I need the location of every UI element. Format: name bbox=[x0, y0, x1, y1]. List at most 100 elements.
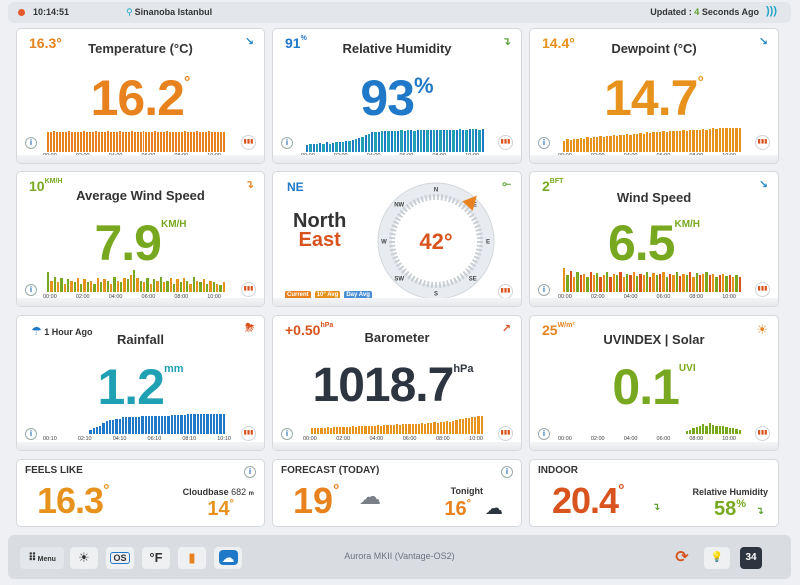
rain-cloud-icon: ☁ bbox=[359, 484, 381, 509]
chart-bar bbox=[606, 272, 609, 292]
chart-bar bbox=[167, 415, 170, 434]
info-icon[interactable]: i bbox=[281, 137, 293, 149]
bottom-toolbar: ⠿ Menu ☀ OS °F ▮ ☁ Aurora MKII (Vantage-… bbox=[8, 535, 791, 579]
chart-icon[interactable]: ▮▮▮ bbox=[241, 135, 256, 150]
chart-bar bbox=[164, 415, 167, 434]
chart-bar bbox=[599, 276, 602, 292]
info-icon[interactable]: i bbox=[25, 284, 37, 296]
chart-bar bbox=[361, 136, 364, 152]
chart-bar bbox=[698, 129, 702, 152]
dewpoint-card[interactable]: 14.4° ↘ Dewpoint (°C) 14.7° 00:0002:0004… bbox=[529, 28, 779, 164]
chart-bar bbox=[119, 282, 123, 292]
chart-bar bbox=[190, 414, 193, 434]
compass-label: E bbox=[486, 240, 490, 246]
temperature-card[interactable]: 16.3° ↘ Temperature (°C) 16.2° 00:0002:0… bbox=[16, 28, 265, 164]
chart-icon[interactable]: ▮▮▮ bbox=[241, 426, 256, 441]
menu-button[interactable]: ⠿ Menu bbox=[20, 547, 64, 569]
info-icon[interactable]: i bbox=[538, 137, 550, 149]
chart-icon[interactable]: ▮▮▮ bbox=[755, 282, 770, 297]
feels-like-card[interactable]: FEELS LIKE i 16.3° Cloudbase 682 m 14° bbox=[16, 459, 265, 527]
chart-bar bbox=[348, 140, 351, 152]
info-icon[interactable]: i bbox=[538, 284, 550, 296]
rainfall-card[interactable]: ☂ 1 Hour Ago ⛈ Rainfall 1.2mm 00:10 02:10… bbox=[16, 315, 265, 451]
info-icon[interactable]: i bbox=[501, 466, 513, 478]
chart-bar bbox=[449, 129, 452, 152]
chart-bar bbox=[133, 269, 136, 292]
chart-icon[interactable]: ▮▮▮ bbox=[241, 282, 256, 297]
indoor-card[interactable]: INDOOR 20.4° ↴ Relative Humidity 58% ↴ bbox=[529, 459, 779, 527]
temperature-chart bbox=[47, 124, 226, 152]
wind-speed-card[interactable]: 2BFT ↘ Wind Speed 6.5KM/H 00:00 02:00 04:0… bbox=[529, 171, 779, 307]
chart-icon[interactable]: ▮▮▮ bbox=[498, 426, 513, 441]
chart-bar bbox=[109, 131, 112, 152]
pressure-change: +0.50hPa bbox=[285, 322, 334, 338]
chart-bar bbox=[659, 131, 662, 152]
dewpoint-corner: 14.4° bbox=[542, 35, 575, 51]
chart-bar bbox=[166, 280, 169, 292]
chart-ticks: 00:00 02:00 04:00 06:00 08:00 10:00 bbox=[558, 436, 736, 442]
chart-bar bbox=[619, 272, 622, 292]
chart-bar bbox=[735, 127, 738, 152]
compass-card[interactable]: NE ⟜ North East NNEESESSWWNW 42° Current… bbox=[272, 171, 522, 307]
indoor-rh-label: Relative Humidity bbox=[692, 487, 768, 497]
compass-label: NW bbox=[394, 203, 404, 209]
chart-icon[interactable]: ▮▮▮ bbox=[498, 135, 513, 150]
chart-icon[interactable]: ▮▮▮ bbox=[755, 135, 770, 150]
chart-bar bbox=[100, 282, 103, 292]
rain-last: ☂ 1 Hour Ago bbox=[31, 324, 92, 338]
tick-label: 04:00 bbox=[108, 294, 123, 300]
chart-bar bbox=[172, 132, 175, 152]
chart-bar bbox=[609, 136, 612, 152]
chart-bar bbox=[475, 129, 478, 152]
chart-icon[interactable]: ▮▮▮ bbox=[498, 284, 513, 299]
chart-bar bbox=[95, 427, 98, 434]
tick-label: 10:10 bbox=[217, 436, 231, 442]
theme-toggle[interactable]: ☀ bbox=[70, 547, 98, 569]
barometer-card[interactable]: +0.50hPa ↗ Barometer 1018.7hPa 00:00 02:0… bbox=[272, 315, 522, 451]
chart-bar bbox=[642, 133, 645, 152]
chart-bar bbox=[134, 416, 137, 434]
tick-label: 02:00 bbox=[75, 294, 90, 300]
chart-bar bbox=[160, 132, 163, 152]
chart-bar bbox=[169, 131, 172, 152]
chart-bar bbox=[390, 130, 393, 152]
unit-toggle-button[interactable]: °F bbox=[142, 547, 170, 569]
chart-bar bbox=[364, 135, 367, 152]
chart-bar bbox=[432, 130, 435, 152]
chart-bar bbox=[688, 272, 692, 292]
chart-bar bbox=[702, 129, 705, 152]
forecast-card[interactable]: FORECAST (TODAY) i 19° ☁ Tonight 16° ☁ bbox=[272, 459, 522, 527]
chart-bar bbox=[162, 282, 166, 292]
info-icon[interactable]: i bbox=[244, 466, 256, 478]
tick-label: 00:00 bbox=[558, 294, 572, 300]
info-icon[interactable]: i bbox=[25, 428, 37, 440]
chart-bar bbox=[123, 278, 126, 292]
chart-bar bbox=[209, 280, 212, 292]
humidity-card[interactable]: 91% ↴ Relative Humidity 93% 00:0002:0004… bbox=[272, 28, 522, 164]
humidity-corner: 91% bbox=[285, 35, 307, 51]
chart-bar bbox=[91, 131, 94, 152]
chart-bar bbox=[124, 132, 127, 152]
lightbulb-button[interactable]: 💡 bbox=[704, 547, 730, 569]
chart-icon[interactable]: ▮▮▮ bbox=[755, 426, 770, 441]
cloud-button[interactable]: ☁ bbox=[214, 547, 242, 569]
refresh-icon: ⟳ bbox=[675, 549, 689, 566]
info-icon[interactable]: i bbox=[25, 137, 37, 149]
os-button[interactable]: OS bbox=[106, 547, 134, 569]
info-icon[interactable]: i bbox=[538, 428, 550, 440]
uv-card[interactable]: 25W/m² ☀ UVINDEX | Solar 0.1UVI 00:00 02:… bbox=[529, 315, 779, 451]
chart-bar bbox=[480, 415, 483, 434]
refresh-button[interactable]: ⟳ bbox=[670, 547, 694, 569]
tick-label: 06:00 bbox=[656, 436, 671, 442]
tick-label: 06:00 bbox=[402, 436, 417, 442]
chart-bar bbox=[380, 425, 383, 434]
charts-button[interactable]: ▮ bbox=[178, 547, 206, 569]
chart-bar bbox=[177, 414, 180, 434]
tonight-value: 16° bbox=[444, 498, 471, 520]
calendar-button[interactable]: 34 bbox=[740, 547, 762, 569]
info-icon[interactable]: i bbox=[281, 428, 293, 440]
card-title: Relative Humidity bbox=[342, 41, 452, 56]
avg-wind-card[interactable]: 10KM/H ↴ Average Wind Speed 7.9KM/H 00:0… bbox=[16, 171, 265, 307]
direction-word-1: North bbox=[293, 210, 347, 232]
chart-bar bbox=[52, 131, 55, 152]
